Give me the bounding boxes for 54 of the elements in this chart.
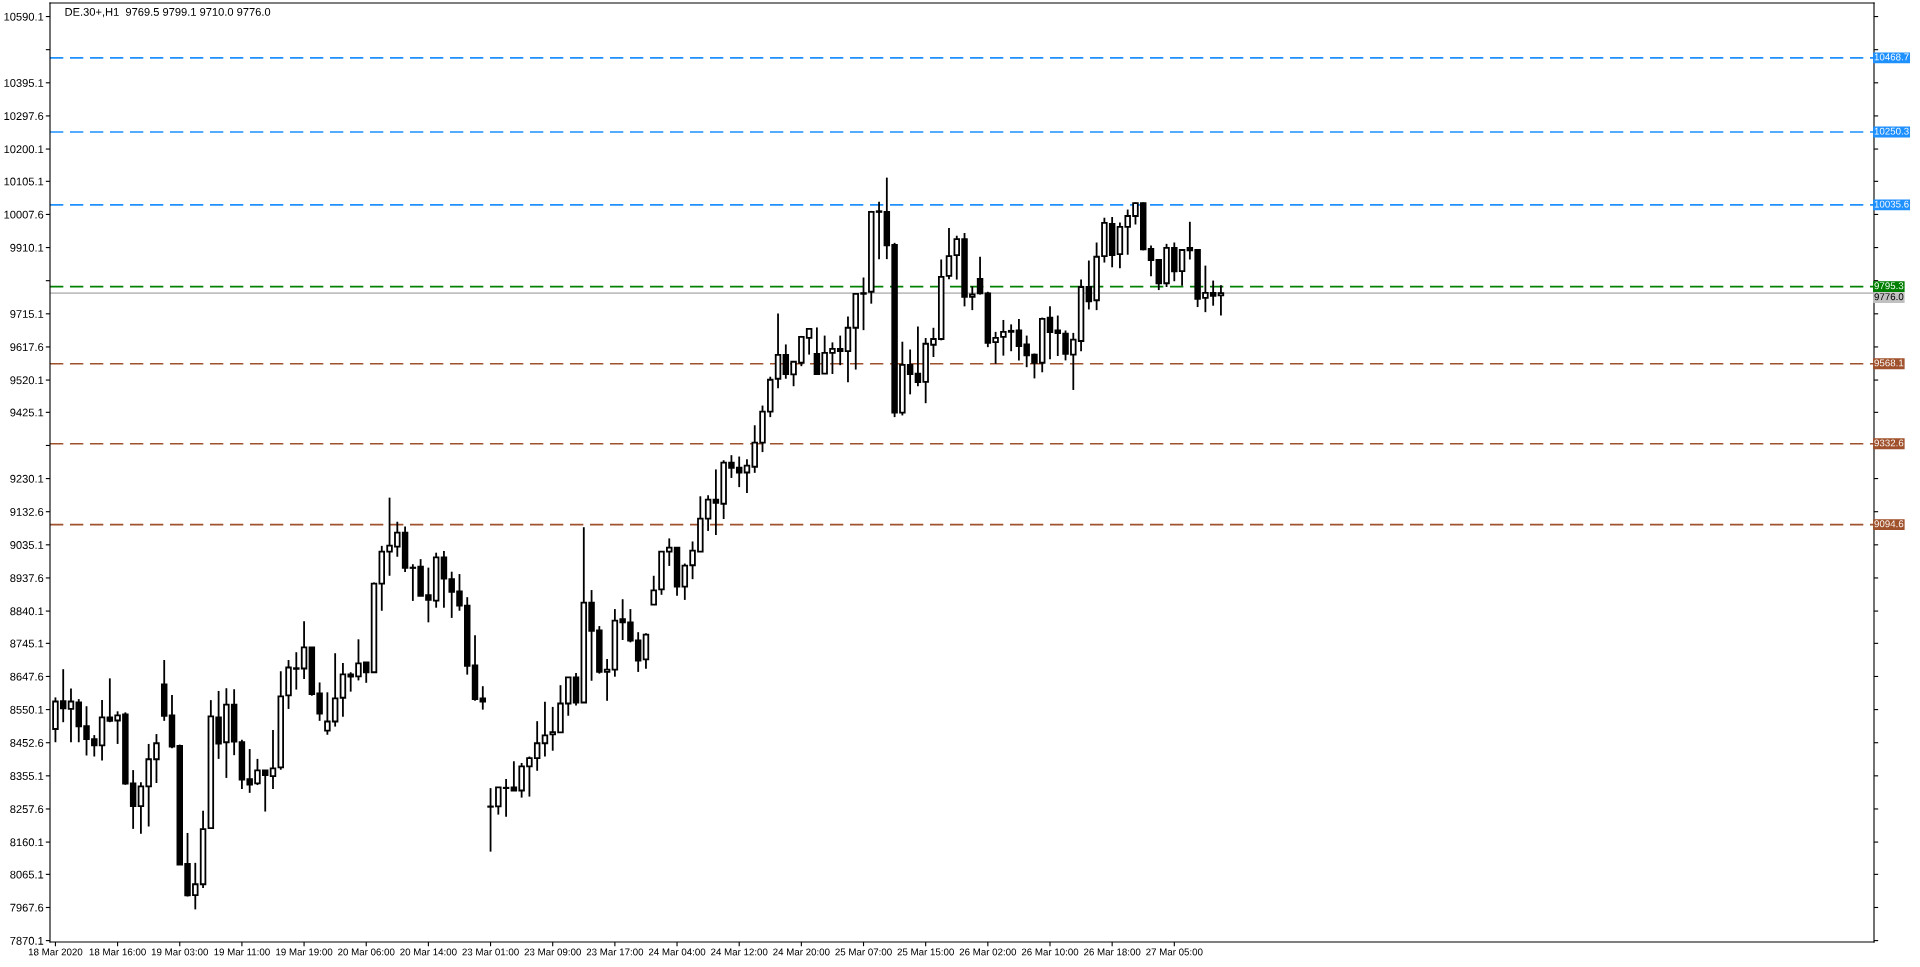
y-tick-label: 9035.1 (10, 541, 44, 549)
x-tick-label: 24 Mar 12:00 (711, 948, 768, 956)
x-tick-label: 20 Mar 06:00 (338, 948, 395, 956)
x-tick-label: 25 Mar 07:00 (835, 948, 892, 956)
y-tick-label: 8745.1 (10, 639, 44, 648)
y-tick-label: 8550.1 (10, 705, 44, 714)
y-tick-label: 10395.1 (4, 79, 44, 87)
y-tick-label: 10105.1 (4, 177, 44, 186)
ref-line-label: 10468.7 (1874, 53, 1909, 61)
x-tick-label: 27 Mar 05:00 (1146, 948, 1203, 956)
ref-line-label: 9776.0 (1874, 293, 1904, 301)
x-tick-label: 23 Mar 01:00 (462, 948, 519, 956)
x-tick-label: 24 Mar 04:00 (648, 948, 706, 956)
y-tick-label: 8937.6 (10, 574, 44, 583)
y-tick-label: 9425.1 (10, 408, 44, 417)
y-tick-label: 9715.1 (10, 310, 44, 318)
ref-line-label: 9795.3 (1874, 282, 1904, 290)
x-tick-label: 18 Mar 16:00 (89, 948, 146, 956)
y-tick-label: 8257.6 (10, 805, 44, 814)
ref-line-label: 9332.6 (1874, 439, 1904, 447)
ref-line-label: 9568.1 (1874, 359, 1904, 367)
y-tick-label: 8065.1 (10, 870, 44, 879)
ref-line-label: 10035.6 (1874, 200, 1909, 208)
y-tick-label: 10590.1 (4, 12, 44, 21)
y-tick-label: 9520.1 (10, 376, 44, 385)
y-tick-label: 8355.1 (10, 772, 44, 780)
y-tick-label: 9132.6 (10, 507, 44, 516)
y-tick-label: 9910.1 (10, 243, 44, 252)
y-tick-label: 9617.6 (10, 343, 44, 352)
x-tick-label: 19 Mar 11:00 (214, 948, 270, 956)
y-tick-label: 7870.1 (10, 936, 44, 945)
x-tick-label: 18 Mar 2020 (28, 948, 83, 956)
x-tick-label: 25 Mar 15:00 (897, 948, 954, 956)
ref-line-label: 9094.6 (1874, 520, 1904, 528)
y-tick-label: 8840.1 (10, 607, 44, 616)
y-tick-label: 8160.1 (10, 838, 44, 847)
x-tick-label: 26 Mar 10:00 (1021, 948, 1079, 956)
x-tick-label: 19 Mar 19:00 (276, 948, 333, 956)
chart-title: DE.30+,H1 9769.5 9799.1 9710.0 9776.0 (65, 7, 271, 18)
y-tick-label: 7967.6 (10, 903, 44, 912)
x-tick-label: 24 Mar 20:00 (773, 948, 830, 956)
x-tick-label: 26 Mar 02:00 (959, 948, 1017, 956)
x-tick-label: 23 Mar 17:00 (586, 948, 644, 956)
x-tick-label: 26 Mar 18:00 (1084, 948, 1141, 956)
ref-line-label: 10250.3 (1874, 127, 1909, 135)
x-tick-label: 20 Mar 14:00 (400, 948, 457, 956)
x-tick-label: 23 Mar 09:00 (524, 948, 581, 956)
y-tick-label: 9230.1 (10, 474, 44, 483)
y-tick-label: 10200.1 (4, 145, 44, 154)
y-tick-label: 10297.6 (4, 112, 44, 121)
y-tick-label: 8452.6 (10, 738, 44, 747)
y-tick-label: 8647.6 (10, 672, 44, 681)
y-tick-label: 10007.6 (4, 210, 44, 219)
x-tick-label: 19 Mar 03:00 (151, 948, 209, 956)
